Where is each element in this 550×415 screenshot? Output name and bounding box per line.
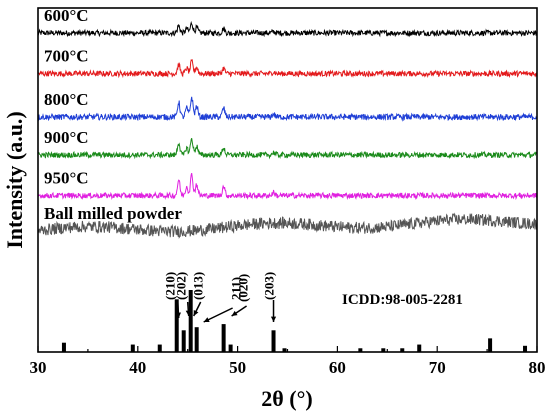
x-tick-label: 60 <box>329 358 346 377</box>
series-label: 900°C <box>44 128 89 147</box>
x-tick-label: 40 <box>129 358 146 377</box>
reference-stick <box>358 348 363 352</box>
x-axis-label: 2θ (°) <box>261 386 312 411</box>
hkl-label: (020) <box>236 274 251 302</box>
hkl-arrowhead <box>270 316 277 322</box>
series-line <box>37 172 538 201</box>
hkl-label: (202) <box>174 272 189 300</box>
reference-stick <box>194 327 199 352</box>
reference-stick <box>188 290 193 352</box>
reference-stick <box>523 345 528 352</box>
x-tick-label: 70 <box>429 358 446 377</box>
reference-stick <box>417 344 422 352</box>
reference-pattern: ICDD:98-005-2281 (210)(202) (013) 211)(020)… <box>61 272 528 352</box>
reference-stick <box>282 348 287 352</box>
hkl-label: (203) <box>262 272 277 300</box>
reference-stick <box>61 342 66 352</box>
series-group: 600°C 700°C 800°C 900°C 950°C Ball milled pow… <box>37 6 538 239</box>
reference-stick <box>488 338 493 352</box>
reference-stick <box>381 348 386 352</box>
series-label: 950°C <box>44 169 89 188</box>
hkl-label: 211) <box>229 277 244 300</box>
reference-stick <box>130 344 135 352</box>
x-tick-label: 30 <box>30 358 47 377</box>
series-line <box>37 137 538 160</box>
x-ticks: 30 40 50 60 70 80 <box>30 346 546 377</box>
series-label: 600°C <box>44 6 89 25</box>
x-tick-label: 80 <box>529 358 546 377</box>
hkl-arrowhead <box>231 310 238 316</box>
hkl-arrowhead <box>203 317 210 322</box>
hkl-arrowhead <box>193 310 199 316</box>
reference-stick <box>400 348 405 352</box>
series-line <box>37 96 538 122</box>
y-axis-label: Intensity (a.u.) <box>2 111 27 249</box>
hkl-arrowhead <box>175 312 181 318</box>
reference-label: ICDD:98-005-2281 <box>342 292 463 308</box>
reference-stick <box>221 324 226 352</box>
reference-stick <box>228 344 233 352</box>
reference-stick <box>181 330 186 352</box>
hkl-arrowhead <box>185 310 191 316</box>
reference-stick <box>157 344 162 352</box>
reference-stick <box>271 330 276 352</box>
series-label: 700°C <box>44 47 89 66</box>
x-tick-label: 50 <box>229 358 246 377</box>
hkl-label: (013) <box>191 272 206 300</box>
series-line <box>37 20 538 38</box>
hkl-label: (210) <box>163 272 178 300</box>
series-label: Ball milled powder <box>44 204 182 223</box>
series-line <box>37 212 538 239</box>
reference-stick <box>174 299 179 352</box>
series-label: 800°C <box>44 90 89 109</box>
series-line <box>37 59 538 79</box>
